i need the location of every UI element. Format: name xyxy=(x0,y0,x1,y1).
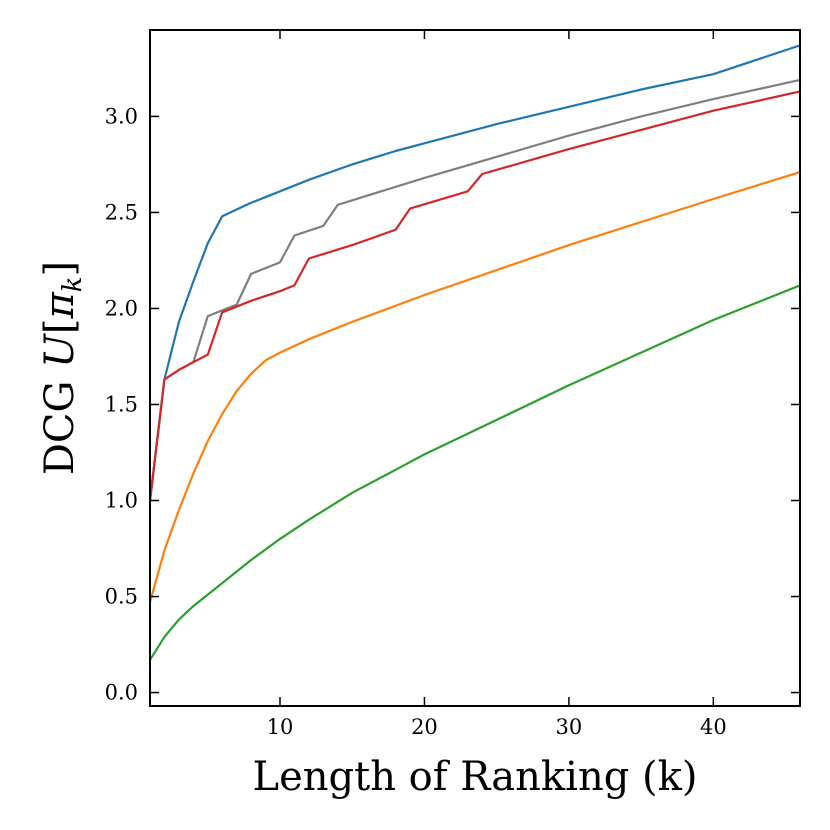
x-tick-label: 10 xyxy=(267,715,294,739)
y-axis-title-pi: π xyxy=(37,292,83,320)
x-tick-label: 30 xyxy=(556,715,583,739)
plot-frame xyxy=(149,29,801,707)
y-tick-label: 2.0 xyxy=(105,296,138,320)
x-axis-title: Length of Ranking (k) xyxy=(253,754,698,800)
y-tick-label: 1.0 xyxy=(105,489,138,513)
series-line-blue xyxy=(150,44,800,502)
y-tick-label: 0.0 xyxy=(105,681,138,705)
x-tick-label: 20 xyxy=(411,715,438,739)
series-line-orange xyxy=(150,171,800,604)
y-axis-title-open-bracket: [ xyxy=(37,319,83,335)
y-axis-title-prefix: DCG xyxy=(37,368,83,475)
y-axis-title-k: k xyxy=(58,276,88,292)
series-line-red xyxy=(150,90,800,502)
x-tick-label: 40 xyxy=(700,715,727,739)
y-tick-label: 0.5 xyxy=(105,585,138,609)
y-tick-label: 1.5 xyxy=(105,392,138,416)
y-tick-label: 3.0 xyxy=(105,104,138,128)
y-axis-title-u: U xyxy=(37,333,83,368)
y-tick-label: 2.5 xyxy=(105,200,138,224)
series-line-gray xyxy=(150,78,800,502)
series-layer xyxy=(150,44,800,662)
y-axis-title: DCG U[πk] xyxy=(37,261,88,475)
series-line-green xyxy=(150,284,800,662)
y-axis-title-close-bracket: ] xyxy=(37,261,83,277)
tick-layer: 10 20 30 40 0.0 0.5 1.0 1.5 2.0 2.5 3.0 xyxy=(105,30,800,739)
